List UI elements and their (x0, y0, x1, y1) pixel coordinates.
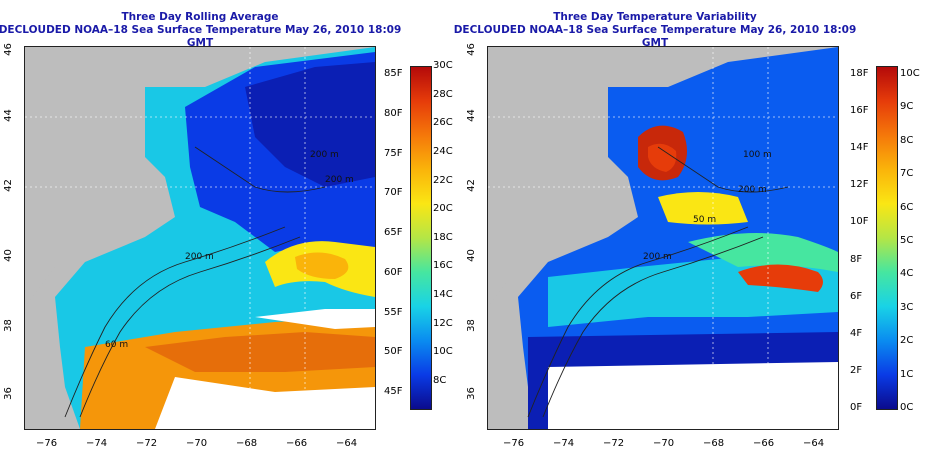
right-colorbar-c-tick: 4C (900, 268, 914, 280)
left-colorbar-f-tick: 80F (384, 107, 403, 119)
left-colorbar-c-tick: 26C (433, 117, 453, 129)
left-colorbar-f-tick: 45F (384, 386, 403, 397)
right-colorbar-c-tick: 5C (900, 235, 914, 246)
right-contour-label-4: 200 m (643, 252, 672, 262)
left-colorbar-c-tick: 10C (433, 346, 453, 358)
right-y-tick: 42 (465, 179, 477, 192)
left-x-tick: −76 (36, 438, 58, 449)
left-y-tick: 38 (2, 319, 14, 332)
left-colorbar-c-tick: 22C (433, 174, 453, 186)
left-sst-map: 200 m 60 m 200 m 200 m (24, 46, 376, 430)
right-colorbar-c-tick: 2C (900, 335, 914, 347)
right-colorbar-f-tick: 0F (850, 402, 863, 413)
left-x-tick: −74 (86, 438, 108, 449)
right-x-tick: −68 (703, 438, 725, 449)
left-colorbar-f-tick: 50F (384, 346, 403, 358)
left-y-tick: 42 (2, 179, 14, 192)
left-map-graphic: 200 m 60 m 200 m 200 m (25, 47, 375, 429)
left-y-tick: 46 (2, 43, 14, 56)
left-x-tick: −70 (186, 438, 208, 449)
left-colorbar-c-tick: 12C (433, 317, 453, 329)
left-contour-label-1: 200 m (185, 252, 214, 262)
right-colorbar-f-tick: 16F (850, 105, 869, 117)
left-colorbar-c-tick: 18C (433, 231, 453, 243)
right-colorbar-f-tick: 14F (850, 142, 869, 154)
right-title-line1: Three Day Temperature Variability (553, 11, 757, 23)
left-x-tick: −64 (336, 438, 358, 449)
right-x-tick: −70 (653, 438, 675, 449)
right-contour-label-3: 50 m (693, 215, 716, 225)
left-colorbar-c-tick: 28C (433, 88, 453, 100)
left-x-tick: −72 (136, 438, 158, 449)
right-x-tick: −64 (803, 438, 825, 449)
right-colorbar-f-tick: 4F (850, 327, 863, 339)
left-y-tick: 44 (2, 109, 14, 122)
left-colorbar-f-tick: 65F (384, 227, 403, 238)
right-colorbar-f-tick: 6F (850, 290, 863, 302)
right-y-tick: 44 (465, 109, 477, 122)
right-colorbar-c-tick: 10C (900, 68, 920, 79)
left-colorbar-f-tick: 55F (384, 306, 403, 318)
right-colorbar (876, 66, 898, 410)
right-contour-label-1: 100 m (743, 150, 772, 160)
left-x-tick: −68 (236, 438, 258, 449)
right-colorbar-c-tick: 3C (900, 301, 914, 313)
right-colorbar-c-tick: 8C (900, 134, 914, 146)
left-colorbar-f-tick: 60F (384, 266, 403, 278)
left-title-line1: Three Day Rolling Average (121, 11, 279, 23)
right-y-tick: 46 (465, 43, 477, 56)
left-colorbar-c-tick: 30C (433, 60, 453, 71)
right-x-tick: −66 (753, 438, 775, 449)
left-contour-label-4: 200 m (325, 175, 354, 185)
right-y-tick: 36 (465, 387, 477, 400)
right-y-tick: 40 (465, 249, 477, 262)
right-x-tick: −76 (503, 438, 525, 449)
left-colorbar-c-tick: 16C (433, 260, 453, 272)
left-y-tick: 36 (2, 387, 14, 400)
left-colorbar-c-tick: 24C (433, 145, 453, 157)
right-colorbar-c-tick: 0C (900, 402, 914, 413)
right-x-tick: −74 (553, 438, 575, 449)
right-colorbar-c-tick: 7C (900, 168, 914, 180)
left-colorbar (410, 66, 432, 410)
left-colorbar-c-tick: 14C (433, 289, 453, 301)
right-y-tick: 38 (465, 319, 477, 332)
right-variability-map: 100 m 200 m 50 m 200 m (487, 46, 839, 430)
right-colorbar-f-tick: 2F (850, 364, 863, 376)
left-contour-label-2: 60 m (105, 340, 128, 350)
left-x-tick: −66 (286, 438, 308, 449)
right-colorbar-f-tick: 18F (850, 68, 869, 79)
right-map-graphic: 100 m 200 m 50 m 200 m (488, 47, 838, 429)
right-colorbar-f-tick: 10F (850, 216, 869, 228)
right-colorbar-c-tick: 6C (900, 201, 914, 213)
left-y-tick: 40 (2, 249, 14, 262)
right-colorbar-c-tick: 9C (900, 101, 914, 113)
left-colorbar-c-tick: 20C (433, 203, 453, 215)
left-colorbar-f-tick: 85F (384, 68, 403, 79)
right-map-title: Three Day Temperature Variability DECLOU… (445, 11, 865, 50)
right-colorbar-f-tick: 8F (850, 253, 863, 265)
left-map-title: Three Day Rolling Average DECLOUDED NOAA… (0, 11, 410, 50)
left-colorbar-f-tick: 75F (384, 147, 403, 159)
right-colorbar-c-tick: 1C (900, 368, 914, 380)
right-contour-label-2: 200 m (738, 185, 767, 195)
right-colorbar-f-tick: 12F (850, 179, 869, 191)
left-contour-label-3: 200 m (310, 150, 339, 160)
left-colorbar-c-tick: 8C (433, 375, 447, 386)
right-x-tick: −72 (603, 438, 625, 449)
left-colorbar-f-tick: 70F (384, 187, 403, 199)
